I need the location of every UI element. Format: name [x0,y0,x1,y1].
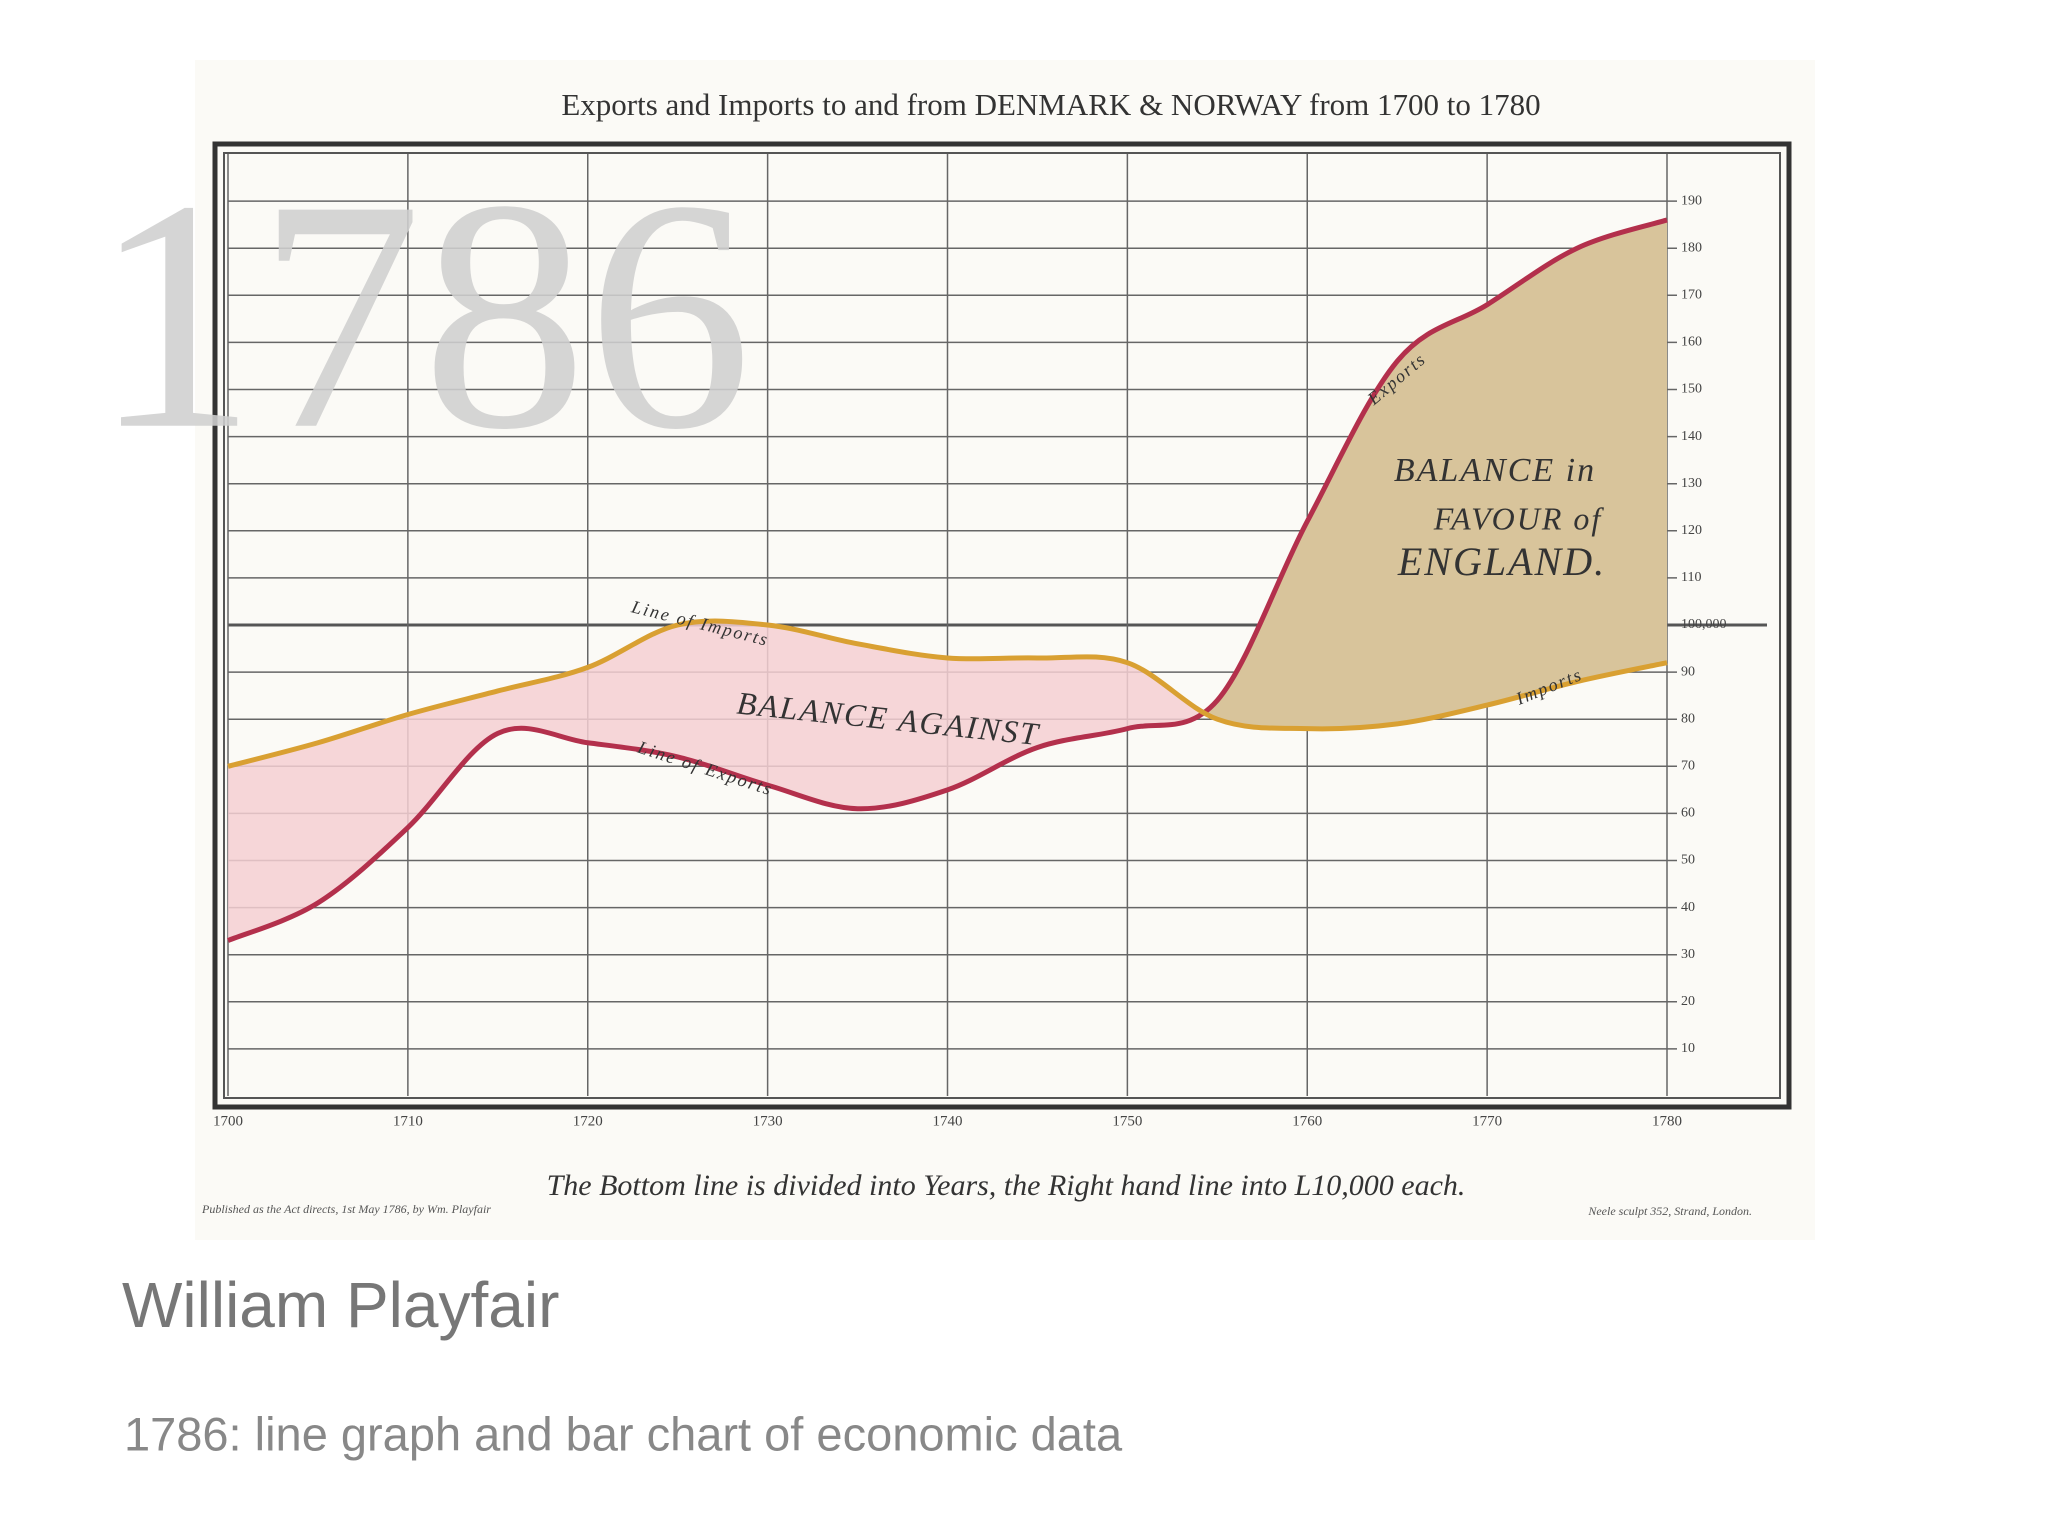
x-tick-label: 1740 [933,1113,963,1129]
x-tick-label: 1700 [213,1113,243,1129]
lines [227,217,1668,943]
y-tick-label: 10 [1681,1041,1695,1056]
imprint-right: Neele sculpt 352, Strand, London. [1587,1204,1752,1218]
y-tick-label: 150 [1681,382,1702,397]
chart-title: Exports and Imports to and from DENMARK … [561,87,1540,122]
annotation: ENGLAND. [1397,539,1606,584]
y-tick-label: 190 [1681,193,1702,208]
slide-subtitle: 1786: line graph and bar chart of econom… [124,1407,1123,1460]
y-tick-label: 110 [1681,570,1701,585]
outer-frame [212,141,1792,1110]
y-tick-label: 130 [1681,476,1702,491]
series-line [227,217,1668,943]
y-tick-label: 100,000 [1681,617,1727,632]
y-tick-label: 20 [1681,994,1695,1009]
fills [228,219,1667,941]
y-tick-label: 140 [1681,429,1702,444]
y-tick-label: 30 [1681,947,1695,962]
slide-title: William Playfair [122,1269,559,1341]
y-tick-label: 50 [1681,853,1695,868]
x-tick-label: 1780 [1652,1113,1682,1129]
y-tick-label: 80 [1681,711,1695,726]
inner-frame [223,152,1781,1099]
overlay-year: 1786 [92,133,752,498]
balance-favour-area [228,219,1667,767]
x-tick-label: 1710 [393,1113,423,1129]
x-tick-label: 1770 [1472,1113,1502,1129]
x-tick-label: 1750 [1112,1113,1142,1129]
annotation: BALANCE in [1394,452,1596,489]
y-tick-label: 40 [1681,900,1695,915]
y-tick-label: 180 [1681,240,1702,255]
x-tick-label: 1720 [573,1113,603,1129]
y-tick-label: 70 [1681,759,1695,774]
footnote: The Bottom line is divided into Years, t… [547,1169,1466,1202]
y-tick-label: 160 [1681,335,1702,350]
x-tick-label: 1730 [753,1113,783,1129]
y-tick-label: 170 [1681,288,1702,303]
imprint-left: Published as the Act directs, 1st May 17… [201,1202,491,1216]
x-tick-label: 1760 [1292,1113,1322,1129]
y-tick-label: 60 [1681,806,1695,821]
annotation: FAVOUR of [1433,500,1605,536]
series-line [227,618,1668,769]
y-tick-label: 90 [1681,664,1695,679]
y-tick-label: 120 [1681,523,1702,538]
